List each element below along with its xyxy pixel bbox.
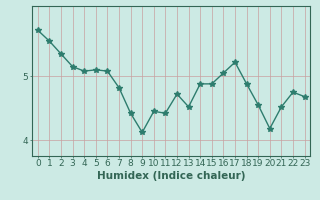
X-axis label: Humidex (Indice chaleur): Humidex (Indice chaleur) bbox=[97, 171, 245, 181]
